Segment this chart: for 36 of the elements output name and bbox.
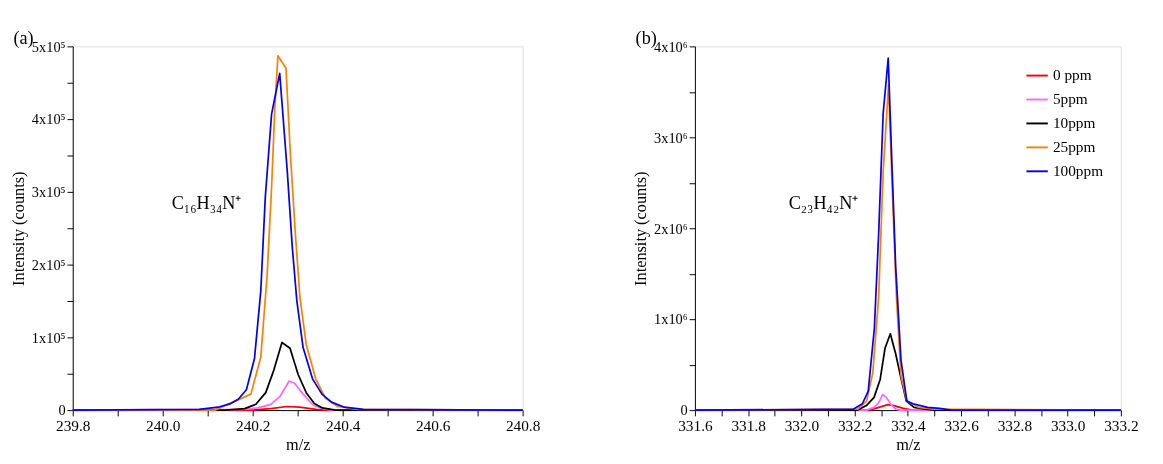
x-tick-label: 331.8 — [731, 416, 767, 434]
y-tick-label: 1x10⁶ — [654, 311, 688, 328]
legend-label: 25ppm — [1052, 138, 1096, 156]
x-tick-label: 332.2 — [837, 416, 873, 434]
y-tick-label: 0 — [58, 402, 66, 419]
x-tick-label: 333.0 — [1050, 416, 1086, 434]
x-tick-label: 332.0 — [784, 416, 820, 434]
text: (a) — [13, 28, 34, 50]
annotation: C₂₃H₄₂N⁺ — [788, 192, 859, 213]
y-tick-label: 2x10⁵ — [31, 256, 66, 273]
x-tick-label: 240.0 — [145, 416, 181, 434]
legend-label: 5ppm — [1052, 90, 1088, 108]
y-tick-label: 1x10⁵ — [31, 329, 66, 346]
y-tick-label: 0 — [680, 402, 688, 419]
legend-label: 0 ppm — [1052, 66, 1092, 84]
x-tick-label: 240.2 — [235, 416, 271, 434]
x-tick-label: 239.8 — [56, 416, 91, 434]
x-tick-label: 332.8 — [997, 416, 1033, 434]
x-tick-label: 240.8 — [505, 416, 541, 434]
y-tick-label: 4x10⁵ — [31, 111, 66, 128]
legend-label: 100ppm — [1052, 162, 1104, 180]
y-axis-title: Intensity (counts) — [10, 171, 29, 286]
y-tick-label: 2x10⁶ — [654, 220, 688, 237]
y-tick-label: 3x10⁵ — [31, 184, 66, 201]
x-tick-label: 240.6 — [415, 416, 451, 434]
x-tick-label: 332.6 — [944, 416, 980, 434]
x-tick-label: 331.6 — [678, 416, 713, 434]
y-axis-title: Intensity (counts) — [632, 171, 651, 286]
x-axis-title: m/z — [896, 435, 921, 454]
x-tick-label: 240.4 — [325, 416, 361, 434]
legend-label: 10ppm — [1052, 114, 1096, 132]
x-tick-label: 332.4 — [891, 416, 926, 434]
x-tick-label: 333.2 — [1104, 416, 1139, 434]
annotation: C₁₆H₃₄N⁺ — [171, 192, 242, 213]
x-axis-title: m/z — [285, 435, 311, 454]
y-tick-label: 3x10⁶ — [654, 129, 688, 146]
